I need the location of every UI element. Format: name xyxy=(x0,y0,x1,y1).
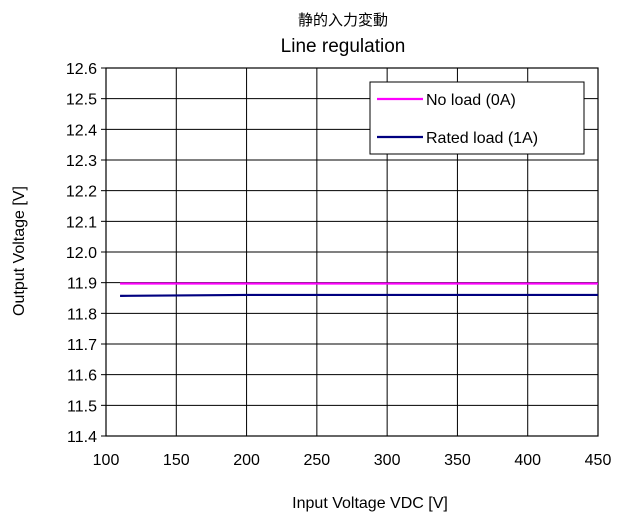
x-tick-label: 200 xyxy=(233,452,260,469)
x-tick-label: 150 xyxy=(163,452,190,469)
y-tick-label: 12.2 xyxy=(66,184,97,201)
y-tick-label: 11.6 xyxy=(67,368,97,385)
x-tick-label: 100 xyxy=(93,452,120,469)
x-tick-label: 350 xyxy=(444,452,471,469)
x-tick-labels: 100 150 200 250 300 350 400 450 xyxy=(93,452,612,469)
plot-area xyxy=(105,67,599,437)
y-tick-labels: 11.4 11.5 11.6 11.7 11.8 11.9 12.0 12.1 12.2 12.3… xyxy=(66,61,97,446)
series-line-2 xyxy=(120,293,598,297)
legend: No load (0A) Rated load (1A) xyxy=(369,81,585,155)
y-tick-label: 11.4 xyxy=(67,429,97,446)
y-tick-label: 12.5 xyxy=(66,92,97,109)
y-tick-label: 12.3 xyxy=(66,153,97,170)
x-axis-label: Input Voltage VDC [V] xyxy=(292,495,448,512)
series-layer xyxy=(120,282,598,297)
x-tick-label: 450 xyxy=(585,452,612,469)
y-tick-label: 12.0 xyxy=(66,245,97,262)
y-tick-label: 12.4 xyxy=(66,122,97,139)
legend-box xyxy=(369,81,585,155)
y-tick-label: 11.5 xyxy=(67,398,97,415)
y-tick-label: 11.9 xyxy=(67,276,97,293)
legend-label: Rated load (1A) xyxy=(426,130,538,147)
legend-label: No load (0A) xyxy=(426,92,516,109)
y-tick-label: 11.8 xyxy=(67,306,97,323)
y-axis-label: Output Voltage [V] xyxy=(11,186,28,316)
y-tick-label: 11.7 xyxy=(67,337,97,354)
chart-subtitle: Line regulation xyxy=(281,36,406,57)
x-tick-label: 250 xyxy=(304,452,331,469)
y-tick-label: 12.1 xyxy=(66,214,97,231)
y-tick-label: 12.6 xyxy=(66,61,97,78)
x-tick-label: 400 xyxy=(514,452,541,469)
chart-title: 静的入力変動 xyxy=(298,11,388,29)
x-tick-label: 300 xyxy=(374,452,401,469)
